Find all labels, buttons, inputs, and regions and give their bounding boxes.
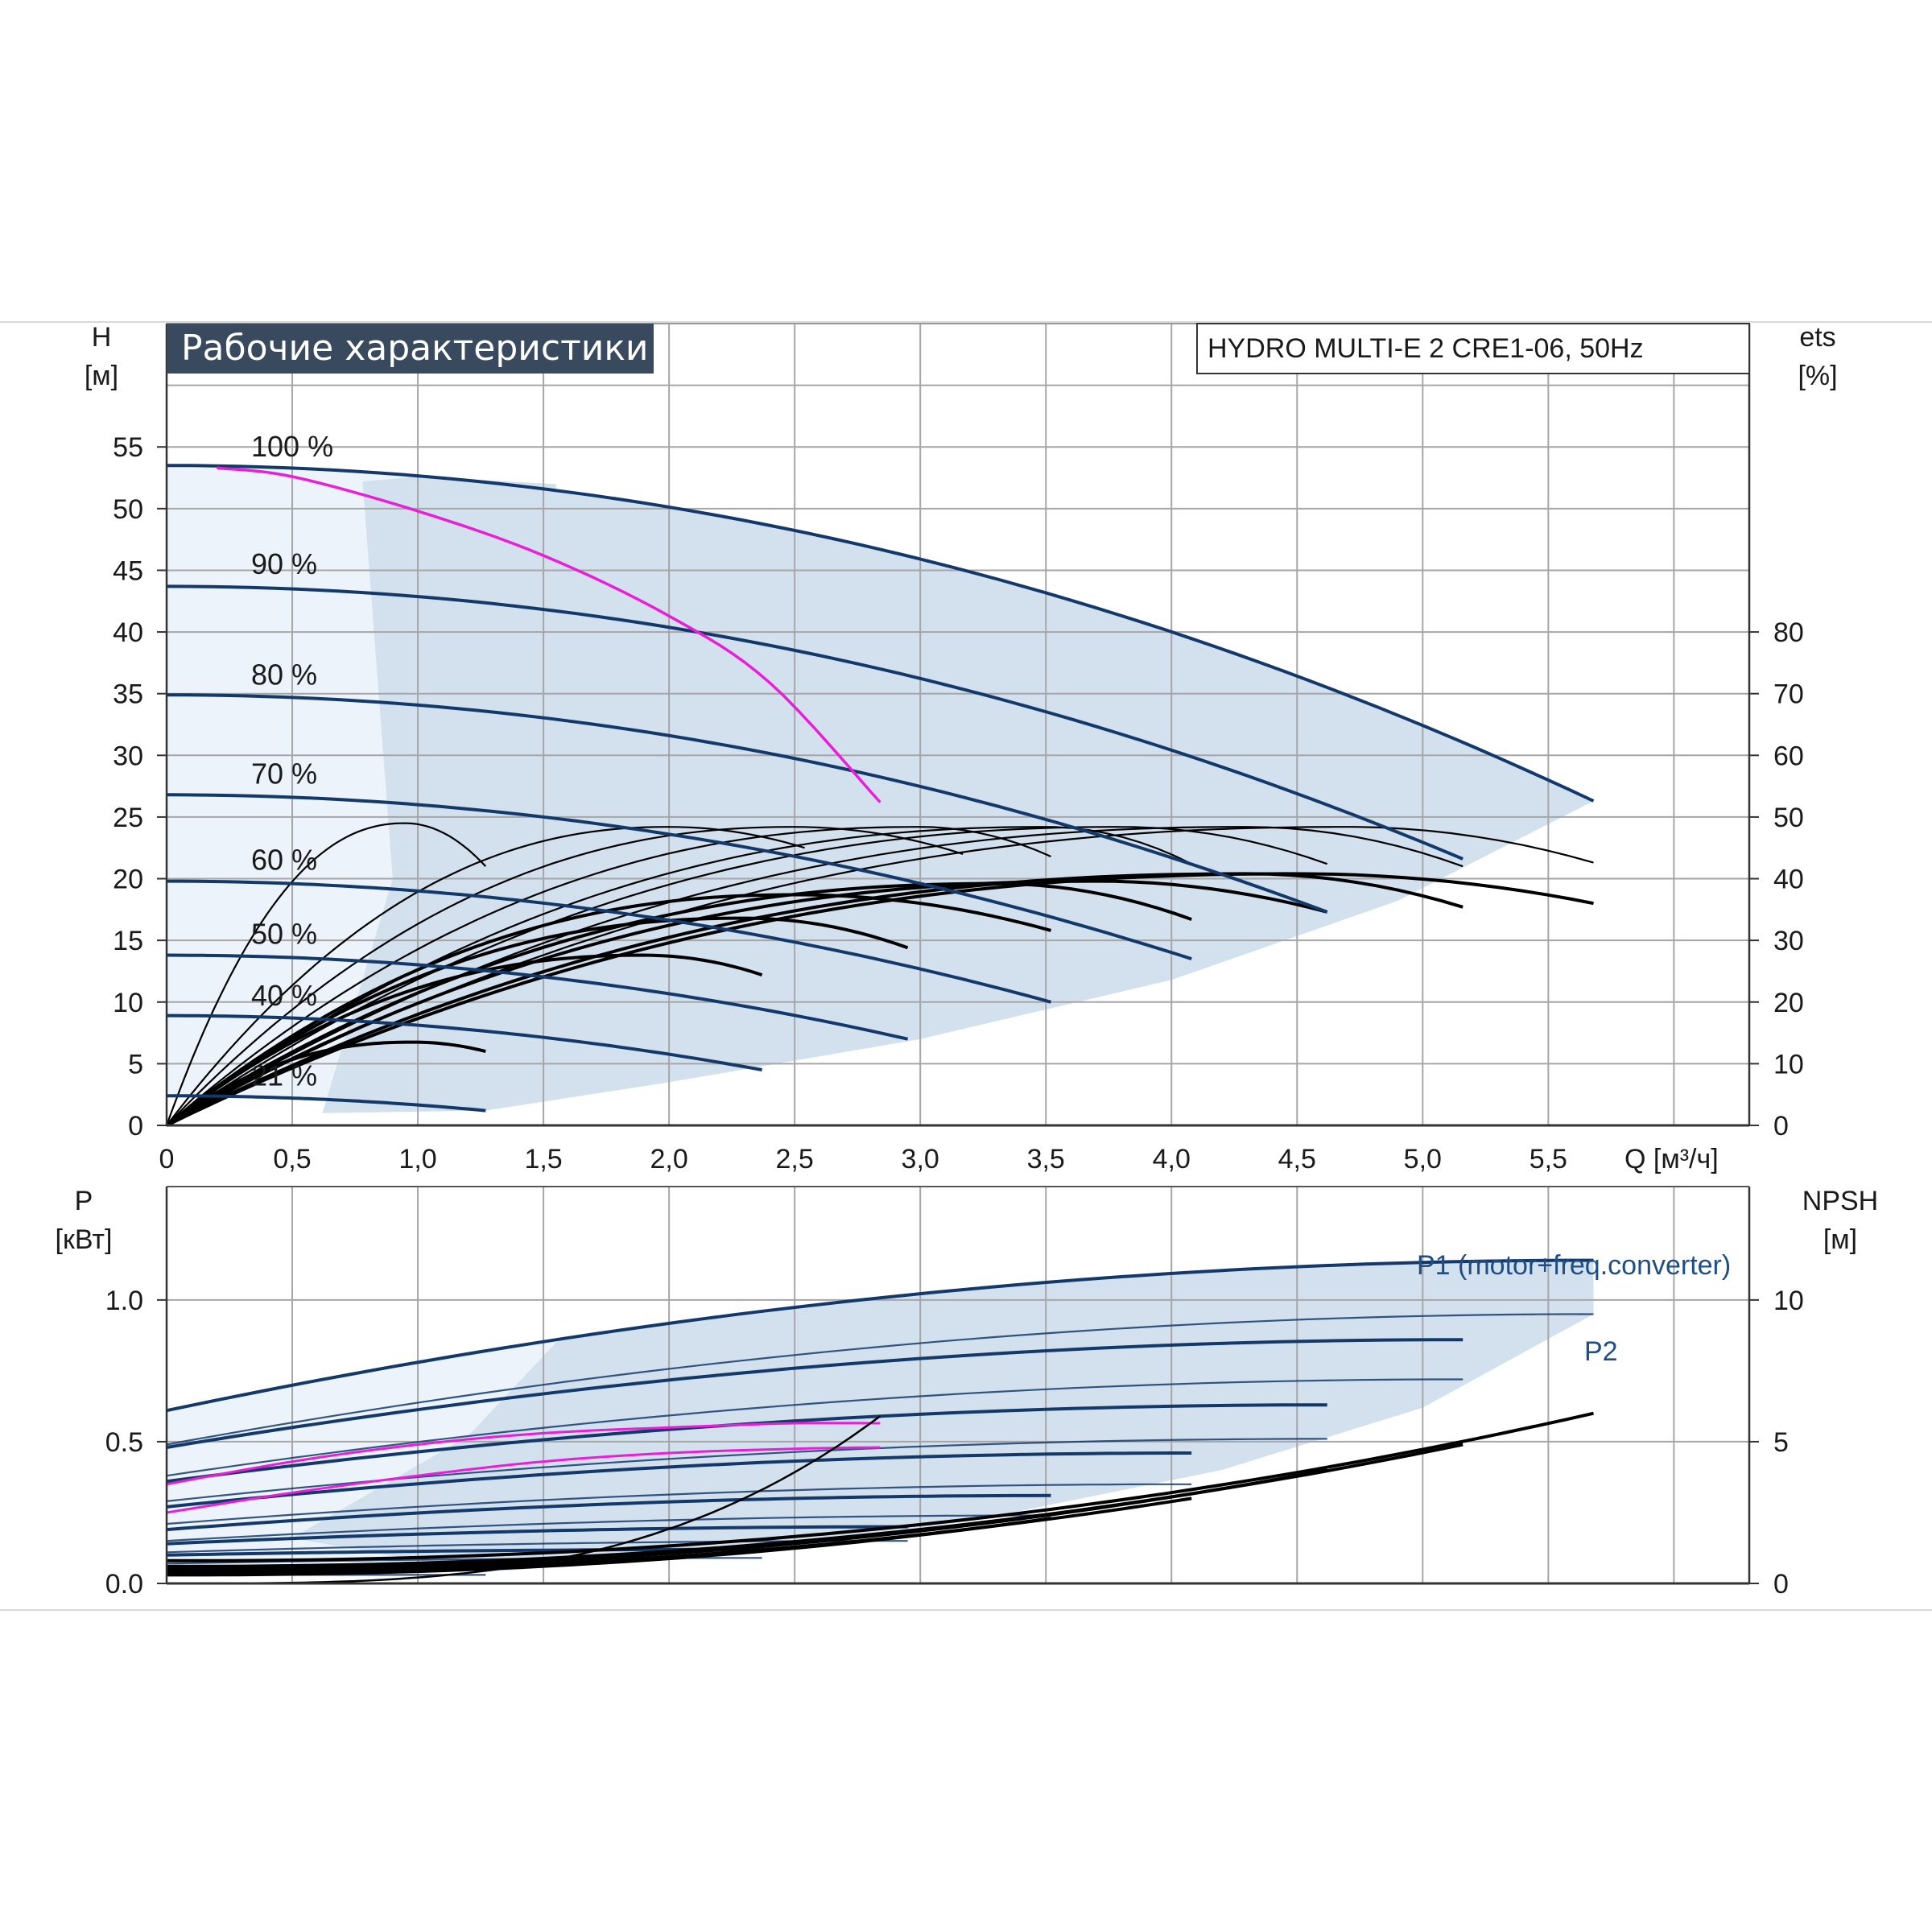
x-tick-label: 0 bbox=[159, 1144, 175, 1174]
head-curve-70 bbox=[166, 793, 1192, 961]
p-tick-label: 1.0 bbox=[105, 1286, 143, 1316]
y2-tick-label: 10 bbox=[1773, 1049, 1804, 1080]
p2-curve-70 bbox=[166, 1483, 1192, 1525]
y2-tick-label: 30 bbox=[1773, 926, 1804, 956]
x-tick-label: 5,5 bbox=[1530, 1144, 1567, 1174]
y-tick-label: 50 bbox=[113, 494, 143, 525]
model-name: HYDRO MULTI-E 2 CRE1-06, 50Hz bbox=[1208, 333, 1644, 364]
speed-label: 70 % bbox=[251, 757, 317, 790]
efficiency-curve bbox=[166, 826, 805, 1126]
y2-tick-label: 20 bbox=[1773, 988, 1804, 1018]
head-curve-100 bbox=[166, 464, 1595, 803]
x-tick-label: 0,5 bbox=[273, 1144, 311, 1174]
y-tick-label: 10 bbox=[113, 988, 143, 1018]
head-curve-40 bbox=[167, 1013, 762, 1071]
npsh-axis-unit: [м] bbox=[1823, 1224, 1857, 1255]
chart-title: Рабочие характеристики bbox=[181, 328, 649, 369]
npsh-curve bbox=[166, 1443, 1463, 1568]
head-curve-80 bbox=[166, 693, 1328, 914]
speed-label: 50 % bbox=[251, 917, 317, 950]
power-chart-curves bbox=[166, 1258, 1594, 1585]
p1-curve-70 bbox=[166, 1451, 1192, 1509]
y2-tick-label: 0 bbox=[1773, 1111, 1789, 1141]
duty-p2-curve bbox=[166, 1446, 881, 1514]
head-curve-90 bbox=[166, 584, 1463, 861]
p-tick-label: 0.5 bbox=[105, 1427, 143, 1458]
head-curve-50 bbox=[166, 953, 909, 1041]
y-tick-label: 30 bbox=[113, 741, 143, 771]
p1-curve-90 bbox=[166, 1338, 1463, 1449]
p1-curve-100 bbox=[166, 1258, 1594, 1413]
npsh-axis-label: NPSH bbox=[1802, 1186, 1878, 1216]
power-axis-unit: [кВт] bbox=[56, 1224, 113, 1255]
speed-label: 100 % bbox=[251, 430, 333, 463]
model-box bbox=[1196, 323, 1750, 374]
p2-curve-60 bbox=[166, 1514, 1051, 1542]
speed-label: 40 % bbox=[251, 979, 317, 1012]
flow-axis-label: Q [м³/ч] bbox=[1624, 1144, 1719, 1174]
y-tick-label: 40 bbox=[113, 617, 143, 648]
speed-label: 60 % bbox=[251, 844, 317, 877]
npsh-curve bbox=[167, 1496, 1192, 1574]
y-tick-label: 25 bbox=[113, 803, 143, 833]
efficiency-curve bbox=[165, 916, 909, 1127]
p1-curve-50 bbox=[166, 1525, 908, 1546]
y-tick-label: 45 bbox=[113, 555, 143, 586]
p2-legend-label: P2 bbox=[1584, 1336, 1618, 1367]
head-chart-curves: 100 % 90 % 80 % 70 % 60 % 50 % 40 % 21 % bbox=[165, 430, 1595, 1127]
y-tick-label: 55 bbox=[113, 432, 143, 463]
y-tick-label: 5 bbox=[128, 1049, 143, 1080]
npsh-curve bbox=[167, 1411, 1594, 1563]
x-tick-label: 2,5 bbox=[776, 1144, 814, 1174]
head-curve-21 bbox=[167, 1094, 486, 1113]
x-tick-label: 3,5 bbox=[1027, 1144, 1065, 1174]
head-axis-unit: [м] bbox=[85, 361, 118, 391]
npsh-tick-label: 0 bbox=[1773, 1569, 1789, 1600]
speed-label: 80 % bbox=[251, 658, 317, 691]
y-tick-label: 35 bbox=[113, 679, 143, 710]
y2-tick-label: 70 bbox=[1773, 679, 1804, 710]
efficiency-curve bbox=[166, 826, 964, 1126]
head-axis-label: H bbox=[92, 322, 112, 353]
efficiency-curve bbox=[166, 826, 1051, 1126]
npsh-tick-label: 10 bbox=[1773, 1286, 1804, 1316]
x-tick-label: 4,5 bbox=[1278, 1144, 1316, 1174]
x-tick-label: 3,0 bbox=[902, 1144, 939, 1174]
duty-p1-curve bbox=[166, 1422, 881, 1486]
head-curve-60 bbox=[167, 879, 1052, 1004]
speed-label: 21 % bbox=[251, 1059, 317, 1092]
npsh-tick-label: 5 bbox=[1773, 1427, 1789, 1458]
p-tick-label: 0.0 bbox=[105, 1569, 143, 1600]
x-tick-label: 1,5 bbox=[524, 1144, 562, 1174]
y-tick-label: 0 bbox=[128, 1111, 143, 1141]
y2-tick-label: 80 bbox=[1773, 617, 1804, 648]
speed-label: 90 % bbox=[251, 547, 317, 580]
x-tick-label: 4,0 bbox=[1153, 1144, 1191, 1174]
head-chart-axes: 0 0,5 1,0 1,5 2,0 2,5 3,0 3,5 4,0 4,5 5,0 5,5 0 5 10 15… bbox=[113, 323, 1804, 1174]
dark-power-area bbox=[292, 1260, 1594, 1572]
p2-curve-100 bbox=[166, 1313, 1594, 1446]
power-axis-label: P bbox=[75, 1186, 93, 1216]
y2-tick-label: 50 bbox=[1773, 803, 1804, 833]
y2-tick-label: 60 bbox=[1773, 741, 1804, 771]
p1-curve-40 bbox=[166, 1547, 762, 1557]
duty-head-curve bbox=[217, 466, 881, 803]
efficiency-axis-label: ets bbox=[1799, 322, 1835, 353]
efficiency-curve bbox=[166, 879, 1328, 1127]
x-tick-label: 5,0 bbox=[1404, 1144, 1442, 1174]
x-tick-label: 2,0 bbox=[650, 1144, 687, 1174]
title-box bbox=[167, 324, 654, 374]
y-tick-label: 20 bbox=[113, 865, 143, 895]
efficiency-curve bbox=[165, 822, 487, 1126]
x-tick-label: 1,0 bbox=[398, 1144, 436, 1174]
p1-legend-label: P1 (motor+freq.converter) bbox=[1417, 1250, 1731, 1281]
efficiency-axis-unit: [%] bbox=[1798, 361, 1837, 391]
y-tick-label: 15 bbox=[113, 926, 143, 956]
p1-curve-60 bbox=[166, 1493, 1051, 1532]
power-chart-axes: 0.0 0.5 1.0 0 5 10 bbox=[105, 1186, 1804, 1600]
operating-range-area bbox=[167, 465, 1594, 1125]
p2-curve-90 bbox=[166, 1378, 1463, 1477]
y2-tick-label: 40 bbox=[1773, 865, 1804, 895]
